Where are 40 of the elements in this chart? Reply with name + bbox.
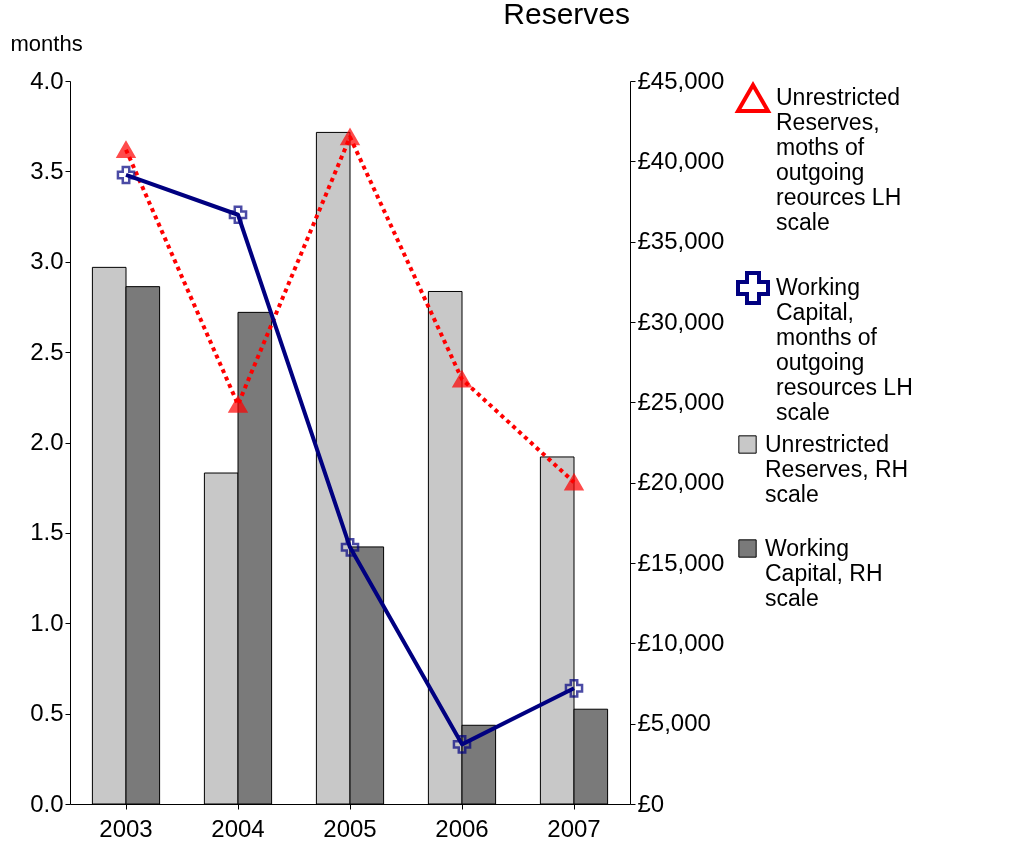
point [228,396,248,413]
point [564,679,584,698]
y-tick-label: 1.5 [30,518,64,546]
point [116,141,136,158]
y-tick-label: 3.5 [30,156,64,184]
y2-tick-label: £20,000 [637,468,725,496]
point [228,205,248,225]
y-tick-label: 2.5 [30,337,64,365]
x-tick-label: 2006 [435,814,489,842]
point [340,128,360,146]
legend-label: Unrestricted Reserves, RH scale [765,430,909,507]
y2-tick-label: £35,000 [637,227,725,255]
point [564,474,584,491]
y2-tick-label: £25,000 [637,387,725,415]
x-tick-label: 2003 [99,814,153,842]
y2-tick-label: £30,000 [637,307,725,335]
y-tick-label: 3.0 [30,247,64,275]
y2-tick-label: £0 [637,789,665,817]
point [340,538,360,557]
x-tick-label: 2005 [323,814,377,842]
y2-tick-label: £45,000 [637,66,725,94]
y2-tick-label: £15,000 [637,548,725,576]
y-tick-label: 1.0 [30,608,64,636]
y2-tick-label: £40,000 [637,146,725,174]
y-tick-label: 0.0 [30,789,64,817]
legend-label: Unrestricted Reserves, moths of outgoing reources LH scale [776,84,902,235]
y-tick-label: 0.5 [30,699,64,727]
y-axis-title: months [10,30,83,56]
y2-tick-label: £10,000 [637,628,725,656]
y2-tick-label: £5,000 [637,709,711,737]
chart-title: Reserves [503,0,630,30]
x-tick-label: 2004 [211,814,265,842]
point [452,735,472,754]
x-tick-label: 2007 [547,814,601,842]
legend-label: Working Capital, RH scale [765,534,883,611]
y-tick-label: 4.0 [30,66,64,94]
y-tick-label: 2.0 [30,428,64,455]
point [116,165,136,185]
legend-label: Working Capital, months of outgoing resources LH scale [776,274,913,425]
point [452,371,472,388]
